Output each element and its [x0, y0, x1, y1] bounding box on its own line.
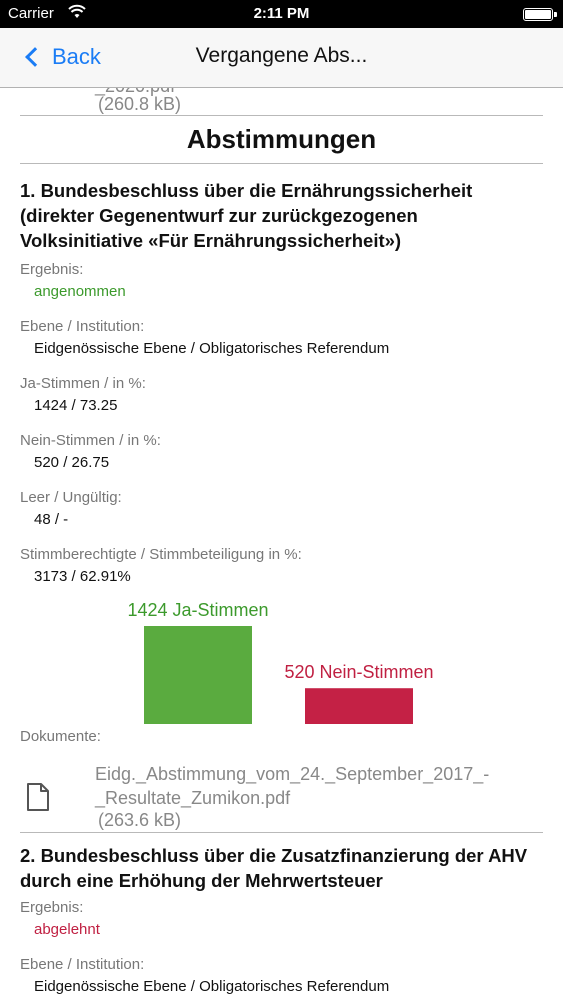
result-label: Ergebnis: — [20, 899, 84, 916]
result-value: angenommen — [34, 283, 126, 300]
result-label: Ergebnis: — [20, 261, 84, 278]
document-size: (263.6 kB) — [98, 810, 182, 830]
section-title: Abstimmungen — [186, 124, 377, 154]
previous-document-name[interactable]: _2020.pdf — [95, 88, 175, 97]
level-value: Eidgenössische Ebene / Obligatorisches R… — [34, 340, 390, 357]
blank-votes-label: Leer / Ungültig: — [20, 489, 122, 506]
divider — [20, 163, 543, 164]
yes-votes-label: Ja-Stimmen / in %: — [20, 375, 146, 392]
no-bar — [305, 688, 413, 724]
wifi-icon — [68, 4, 86, 18]
no-bar-label: 520 Nein-Stimmen — [284, 662, 434, 683]
battery-icon — [523, 8, 557, 21]
result-value: abgelehnt — [34, 921, 100, 938]
no-votes-label: Nein-Stimmen / in %: — [20, 432, 161, 449]
document-icon[interactable] — [26, 783, 50, 811]
eligible-label: Stimmberechtigte / Stimmbeteiligung in %… — [20, 546, 302, 563]
divider — [20, 832, 543, 833]
back-button[interactable]: Back — [22, 42, 101, 72]
level-label: Ebene / Institution: — [20, 318, 145, 335]
carrier-label: Carrier — [8, 5, 54, 22]
previous-document-size: (260.8 kB) — [98, 94, 182, 114]
documents-label: Dokumente: — [20, 728, 101, 745]
yes-bar-label: 1424 Ja-Stimmen — [127, 600, 269, 620]
vote-title: 1. Bundesbeschluss über die Ernährungssi… — [20, 180, 473, 251]
back-button-label: Back — [52, 44, 101, 69]
yes-votes-value: 1424 / 73.25 — [34, 397, 118, 414]
level-label: Ebene / Institution: — [20, 956, 145, 973]
status-bar: Carrier 2:11 PM — [0, 0, 563, 28]
level-value: Eidgenössische Ebene / Obligatorisches R… — [34, 978, 390, 995]
no-votes-value: 520 / 26.75 — [34, 454, 110, 471]
clock: 2:11 PM — [253, 5, 310, 22]
yes-bar — [144, 626, 252, 724]
divider — [20, 115, 543, 116]
eligible-value: 3173 / 62.91% — [34, 568, 131, 585]
page-title: Vergangene Abs... — [195, 44, 368, 67]
vote-title: 2. Bundesbeschluss über die Zusatzfinanz… — [20, 845, 528, 891]
document-link[interactable]: Eidg._Abstimmung_vom_24._September_2017_… — [95, 764, 490, 808]
navigation-bar: Back Vergangene Abs... — [0, 28, 563, 88]
blank-votes-value: 48 / - — [34, 511, 69, 528]
content-scroll-area[interactable]: _2020.pdf (260.8 kB) Abstimmungen 1. Bun… — [0, 88, 563, 1000]
